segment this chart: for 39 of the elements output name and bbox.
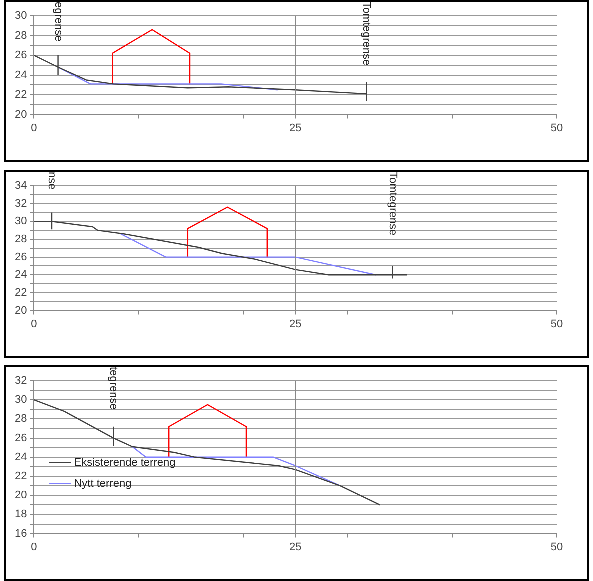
y-tick-label: 22 (14, 89, 28, 102)
y-tick-label: 30 (14, 216, 28, 228)
y-tick-label: 24 (14, 69, 28, 82)
y-tick-label: 24 (14, 269, 28, 282)
y-tick-label: 20 (14, 490, 28, 502)
y-tick-label: 20 (14, 304, 28, 317)
y-tick-label: 32 (14, 375, 28, 388)
annotation: Tomtegrense (360, 2, 373, 66)
y-tick-label: 18 (14, 508, 28, 521)
y-tick-label: 34 (14, 180, 28, 192)
annotation: egrense (52, 2, 64, 42)
y-tick-label: 32 (14, 198, 28, 210)
y-tick-label: 26 (14, 432, 28, 444)
legend-label: Eksisterende terreng (74, 456, 176, 469)
x-tick-label: 0 (31, 122, 38, 134)
y-tick-label: 28 (14, 30, 28, 42)
x-tick-label: 0 (31, 318, 38, 330)
y-tick-label: 30 (14, 10, 28, 22)
x-tick-label: 0 (31, 541, 38, 554)
legend-label: Nytt terreng (74, 478, 132, 490)
y-tick-label: 20 (14, 108, 28, 121)
y-tick-label: 22 (14, 470, 28, 483)
x-tick-label: 25 (289, 541, 302, 554)
y-tick-label: 22 (14, 287, 28, 300)
x-tick-label: 25 (289, 318, 302, 330)
y-tick-label: 16 (14, 528, 28, 540)
annotation: nse (46, 172, 58, 190)
y-tick-label: 24 (14, 451, 28, 464)
x-tick-label: 50 (550, 122, 564, 134)
x-tick-label: 50 (550, 318, 564, 330)
y-tick-label: 30 (14, 394, 28, 406)
y-tick-label: 28 (14, 234, 28, 246)
x-tick-label: 25 (289, 122, 302, 134)
y-tick-label: 26 (14, 50, 28, 62)
x-tick-label: 50 (550, 541, 564, 554)
y-tick-label: 28 (14, 413, 28, 426)
annotation: Tomtegrense (386, 172, 399, 236)
y-tick-label: 26 (14, 251, 28, 264)
annotation: tegrense (108, 367, 120, 410)
